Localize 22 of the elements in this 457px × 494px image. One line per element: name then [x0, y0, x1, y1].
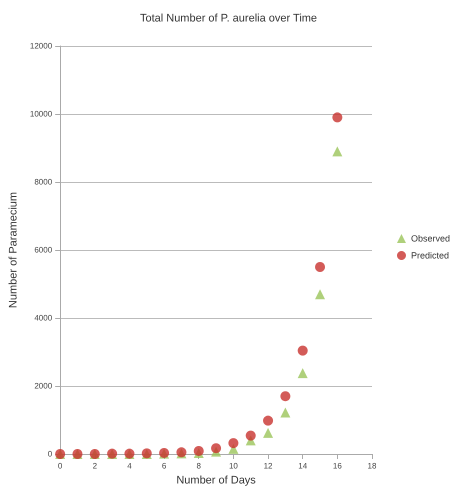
- legend-label: Predicted: [410, 250, 450, 260]
- y-axis-title: Number of Paramecium: [8, 192, 20, 308]
- y-tick-label: 0: [48, 450, 53, 458]
- x-tick-label: 4: [127, 462, 132, 470]
- x-tick-label: 0: [58, 462, 63, 470]
- x-axis-title: Number of Days: [176, 474, 256, 486]
- x-tick-label: 8: [196, 462, 202, 470]
- x-tick-label: 16: [332, 462, 342, 470]
- x-tick-label: 14: [298, 462, 308, 470]
- x-tick-label: 2: [92, 462, 98, 470]
- y-tick-label: 8000: [34, 178, 53, 186]
- chart-title: Total Number of P. aurelia over Time: [140, 12, 318, 24]
- y-tick-label: 4000: [34, 314, 53, 322]
- x-tick-label: 12: [264, 462, 274, 470]
- y-tick-label: 2000: [34, 382, 53, 390]
- y-tick-label: 12000: [30, 42, 53, 50]
- legend-label: Observed: [410, 234, 450, 244]
- y-tick-label: 10000: [30, 110, 53, 118]
- x-tick-label: 18: [368, 462, 377, 470]
- x-tick-label: 10: [228, 462, 238, 470]
- x-tick-label: 6: [162, 462, 167, 470]
- y-tick-label: 6000: [34, 246, 53, 254]
